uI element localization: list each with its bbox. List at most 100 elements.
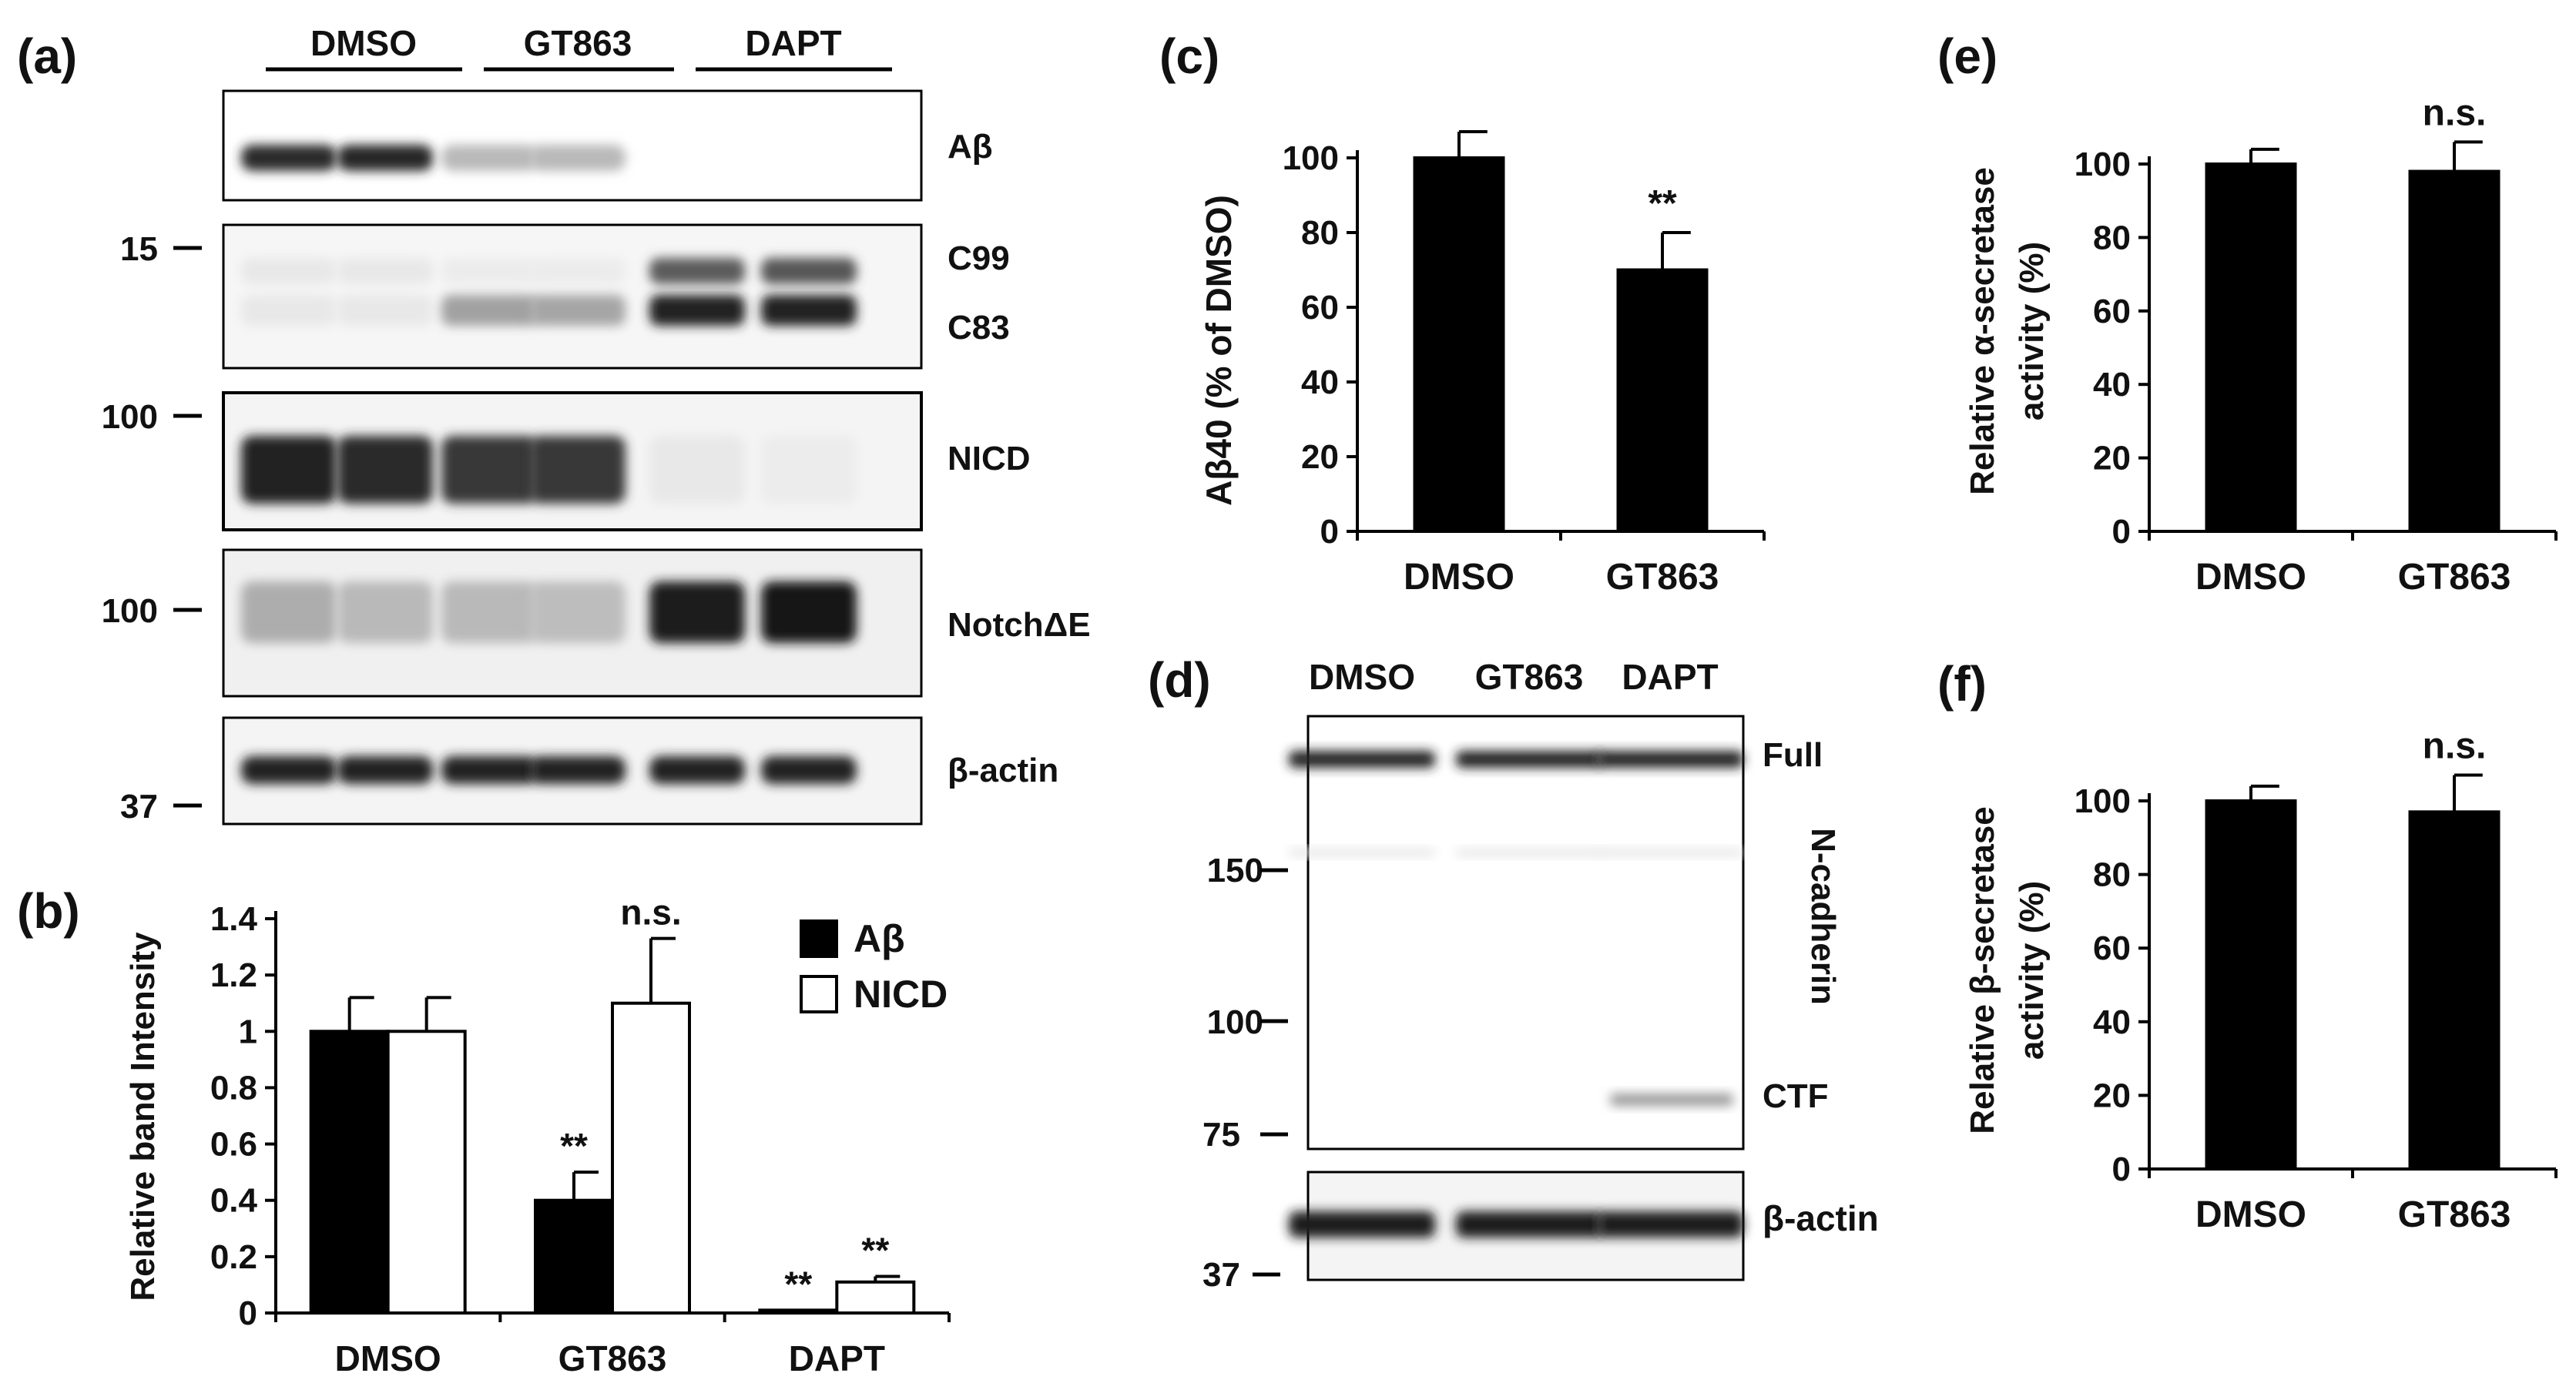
panel-a: (a) DMSO GT863 DAPT Aβ C99 C83 NICD Notc… — [17, 23, 1091, 826]
panel-c-ylabel: Aβ40 (% of DMSO) — [1199, 195, 1239, 506]
lane-label-dapt: DAPT — [1622, 657, 1718, 697]
y-tick-label: 0 — [1320, 513, 1339, 551]
panel-b-letter: (b) — [17, 883, 80, 939]
band-0-2 — [441, 145, 537, 171]
panel-f-ylabel-line1: Relative β-secretase — [1964, 806, 2001, 1134]
bar — [309, 1030, 390, 1315]
marker-100-b: 100 — [102, 592, 158, 630]
band-4-4 — [649, 756, 745, 784]
panel-b-ylabel: Relative band Intensity — [124, 932, 162, 1301]
band-c99-0 — [241, 258, 337, 284]
ncadherin-bands — [1289, 751, 1743, 1238]
label-full: Full — [1763, 736, 1823, 774]
group-label-dmso: DMSO — [310, 23, 417, 63]
band-150-1 — [1456, 849, 1602, 856]
row-label-notch: NotchΔE — [948, 606, 1091, 644]
band-c83-3 — [530, 295, 626, 326]
y-tick-label: 20 — [1301, 438, 1339, 476]
panel-f-chart: 0 20 40 60 80 100 DMSO GT863 n.s. — [2075, 726, 2558, 1235]
y-tick-label: 40 — [2093, 366, 2131, 404]
bar — [2205, 799, 2297, 1171]
row-label-abeta: Aβ — [948, 128, 993, 166]
legend-swatch-nicd — [800, 975, 838, 1013]
band-150-0 — [1289, 849, 1435, 856]
significance-label: n.s. — [2423, 92, 2487, 133]
panel-f-ylabel-line2: activity (%) — [2013, 881, 2051, 1060]
significance-label: ** — [784, 1264, 812, 1304]
y-tick-label: 0 — [2112, 1151, 2131, 1188]
band-c83-5 — [761, 295, 857, 326]
x-category-label: GT863 — [2398, 1194, 2511, 1235]
band-actin-d-2 — [1597, 1211, 1743, 1238]
band-full-1 — [1456, 751, 1602, 768]
bar — [2408, 810, 2501, 1171]
y-tick-label: 1 — [239, 1013, 257, 1050]
bar — [1413, 156, 1505, 533]
bar — [1616, 268, 1709, 533]
panel-b: (b) Relative band Intensity 0 0.2 0.4 0.6 0.… — [17, 883, 951, 1378]
significance-label: n.s. — [620, 893, 681, 933]
bar — [835, 1280, 916, 1315]
band-3-0 — [241, 581, 337, 643]
row-label-actin: β-actin — [948, 752, 1058, 789]
band-2-2 — [441, 436, 537, 504]
band-4-1 — [337, 756, 433, 784]
marker-100-d: 100 — [1207, 1003, 1263, 1041]
band-c99-4 — [649, 258, 745, 284]
y-tick-label: 1.4 — [210, 900, 258, 938]
marker-37-d: 37 — [1202, 1256, 1240, 1294]
band-c83-4 — [649, 295, 745, 326]
band-4-2 — [441, 756, 537, 784]
y-tick-label: 40 — [2093, 1003, 2131, 1041]
panel-e-ylabel-line1: Relative α-secretase — [1964, 167, 2001, 495]
y-tick-label: 100 — [1283, 139, 1339, 177]
band-full-2 — [1597, 751, 1743, 768]
legend-label-abeta: Aβ — [854, 917, 905, 960]
panel-e-chart: 0 20 40 60 80 100 DMSO GT863 n.s. — [2075, 92, 2558, 598]
bar — [2205, 162, 2297, 533]
y-tick-label: 100 — [2075, 146, 2131, 183]
bar — [386, 1030, 467, 1315]
panel-c: (c) Aβ40 (% of DMSO) 0 20 40 60 80 100 DMSO GT8… — [1159, 28, 1766, 598]
panel-c-letter: (c) — [1159, 28, 1219, 84]
y-tick-label: 20 — [2093, 440, 2131, 477]
y-tick-label: 0.8 — [210, 1069, 257, 1107]
band-0-1 — [337, 145, 433, 171]
band-c83-2 — [441, 295, 537, 326]
band-ctf — [1610, 1094, 1733, 1106]
label-ncadherin: N-cadherin — [1804, 828, 1842, 1005]
band-c83-1 — [337, 295, 433, 326]
bar — [2408, 169, 2501, 533]
x-category-label: DMSO — [2195, 1194, 2306, 1235]
lane-label-gt863: GT863 — [1475, 657, 1584, 697]
y-tick-label: 100 — [2075, 782, 2131, 820]
band-3-3 — [530, 581, 626, 643]
marker-100-a: 100 — [102, 398, 158, 436]
band-actin-d-1 — [1456, 1211, 1602, 1238]
panel-f: (f) Relative β-secretase activity (%) 0 2… — [1937, 656, 2558, 1235]
marker-37-a: 37 — [120, 788, 158, 826]
band-0-3 — [530, 145, 626, 171]
band-3-2 — [441, 581, 537, 643]
band-0-0 — [241, 145, 337, 171]
y-tick-label: 0 — [239, 1295, 257, 1332]
band-2-5 — [761, 436, 857, 504]
band-3-5 — [761, 581, 857, 643]
panel-e-letter: (e) — [1937, 28, 1997, 84]
band-4-3 — [530, 756, 626, 784]
band-150-2 — [1597, 849, 1743, 856]
x-category-label: GT863 — [1606, 557, 1719, 598]
panel-f-letter: (f) — [1937, 656, 1987, 712]
panel-d-letter: (d) — [1148, 652, 1211, 708]
panel-b-chart: 0 0.2 0.4 0.6 0.8 1 1.2 1.4 DMSO GT863 DAPT ** n.s. *… — [210, 893, 951, 1378]
y-tick-label: 60 — [2093, 929, 2131, 967]
row-label-c99: C99 — [948, 239, 1010, 277]
group-label-dapt: DAPT — [745, 23, 841, 63]
band-2-1 — [337, 436, 433, 504]
legend-swatch-abeta — [800, 919, 838, 958]
band-3-4 — [649, 581, 745, 643]
blot-ncadherin — [1306, 715, 1745, 1151]
panel-e-ylabel-line2: activity (%) — [2013, 242, 2051, 420]
y-tick-label: 80 — [1301, 214, 1339, 252]
